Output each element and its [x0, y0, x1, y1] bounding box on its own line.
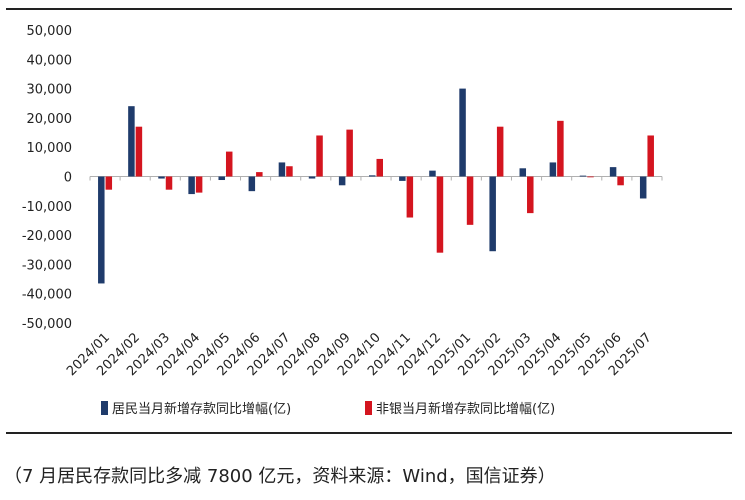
bar-household: [459, 88, 466, 177]
bar-household: [158, 176, 165, 179]
bar-household: [609, 167, 617, 177]
bar-nonbank: [165, 176, 173, 190]
y-tick-label: -20,000: [22, 229, 72, 244]
bar-nonbank: [617, 176, 624, 186]
bar-nonbank: [256, 172, 263, 177]
y-tick-label: 30,000: [27, 83, 73, 98]
bar-nonbank: [436, 176, 444, 253]
legend-swatch-nonbank: [365, 400, 372, 415]
bar-household: [549, 162, 557, 177]
legend-item-household: 居民当月新增存款同比增幅(亿): [101, 398, 291, 417]
bar-chart: 50,000 40,000 30,000 20,000 10,000 0 -10,000 -2…: [22, 24, 663, 379]
y-tick-label: 40,000: [27, 53, 73, 68]
y-tick-label: -10,000: [22, 200, 72, 215]
bar-household: [218, 176, 225, 181]
bar-household: [399, 176, 406, 181]
bar-nonbank: [135, 126, 143, 177]
legend-swatch-household: [101, 400, 108, 415]
bar-nonbank: [496, 126, 504, 177]
y-tick-label: -50,000: [22, 317, 72, 332]
y-tick-label: 50,000: [27, 24, 73, 39]
bar-nonbank: [466, 176, 474, 225]
bar-nonbank: [527, 176, 534, 214]
bar-household: [429, 170, 436, 177]
bar-household: [188, 176, 195, 195]
bar-household: [519, 168, 527, 177]
bar-household: [338, 176, 346, 186]
bar-household: [639, 176, 647, 199]
bar-nonbank: [105, 176, 113, 190]
bar-nonbank: [225, 151, 233, 177]
bar-household: [369, 175, 376, 177]
bar-nonbank: [286, 166, 293, 177]
bar-nonbank: [587, 176, 594, 178]
bar-nonbank: [346, 129, 353, 177]
bar-nonbank: [406, 176, 414, 218]
top-rule: [6, 8, 732, 10]
y-tick-label: -30,000: [22, 258, 72, 273]
bar-household: [248, 176, 256, 192]
bar-household: [579, 175, 587, 177]
bar-household: [98, 176, 105, 284]
y-tick-label: 10,000: [27, 141, 73, 156]
bar-nonbank: [316, 135, 323, 177]
chart-legend: 居民当月新增存款同比增幅(亿) 非银当月新增存款同比增幅(亿): [0, 398, 745, 420]
bar-nonbank: [195, 176, 203, 193]
legend-label-household: 居民当月新增存款同比增幅(亿): [112, 402, 292, 417]
y-tick-label: 20,000: [27, 112, 73, 127]
legend-item-nonbank: 非银当月新增存款同比增幅(亿): [365, 398, 555, 417]
figure-caption: （7 月居民存款同比多减 7800 亿元，资料来源：Wind，国信证券）: [4, 466, 556, 487]
y-tick-label: 0: [64, 171, 72, 186]
bottom-rule: [6, 432, 732, 434]
bar-household: [489, 176, 496, 252]
bar-nonbank: [647, 135, 654, 177]
bar-nonbank: [557, 120, 564, 177]
y-tick-label: -40,000: [22, 288, 72, 303]
bar-household: [128, 106, 135, 177]
bar-household: [308, 176, 316, 179]
legend-label-nonbank: 非银当月新增存款同比增幅(亿): [376, 402, 556, 417]
bar-nonbank: [376, 158, 383, 177]
bar-household: [278, 162, 286, 177]
